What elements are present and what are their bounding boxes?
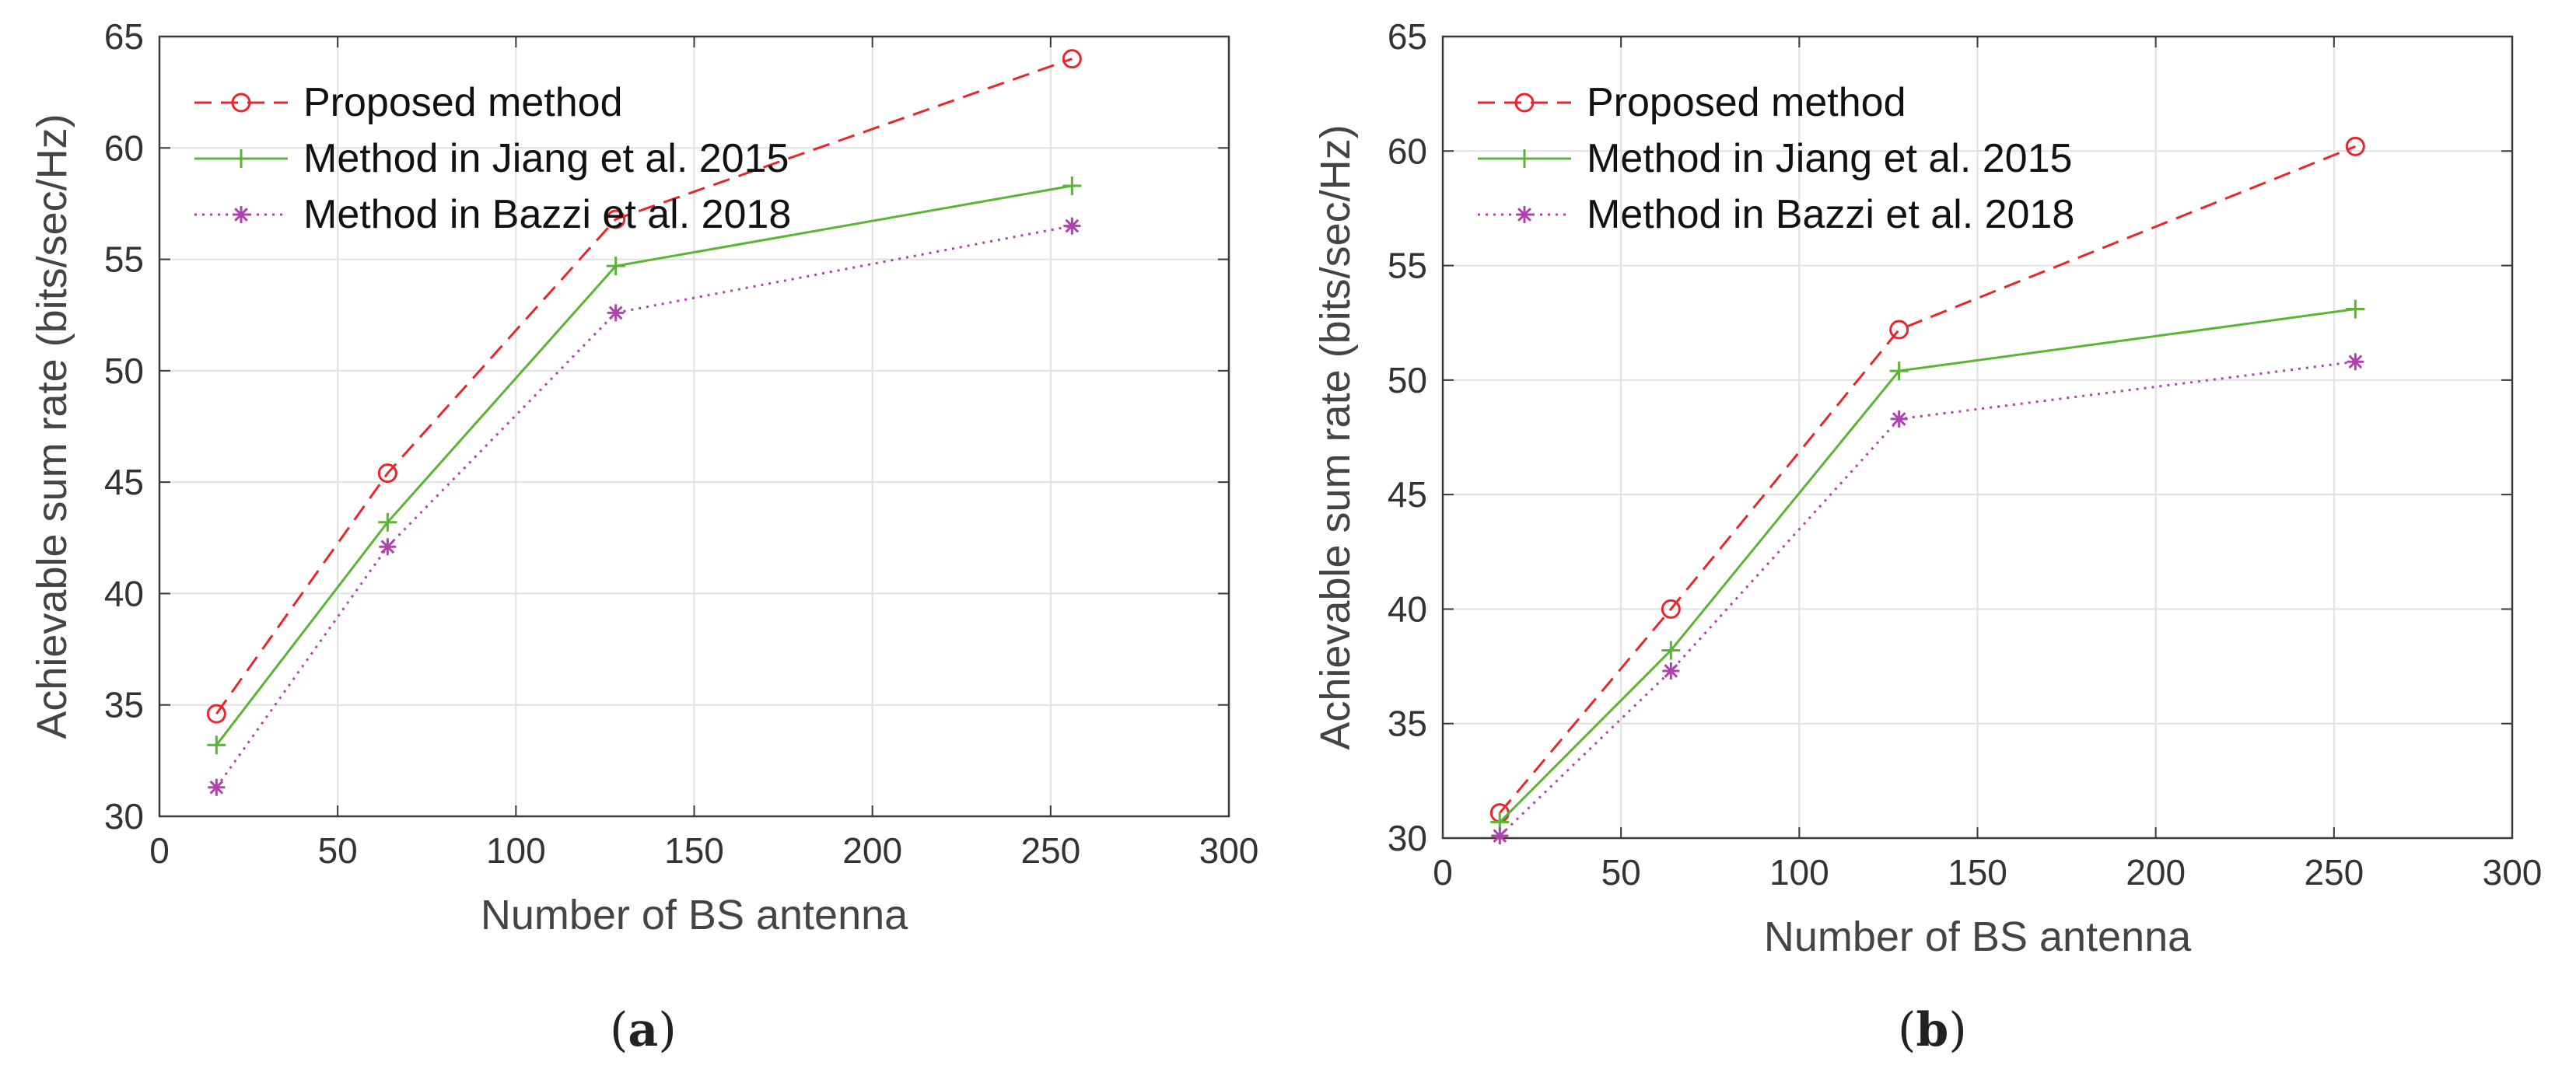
- x-tick-label: 250: [1020, 830, 1080, 871]
- data-point: [208, 778, 226, 796]
- legend-marker: [1516, 206, 1533, 223]
- x-tick-label: 50: [1601, 852, 1641, 893]
- data-point: [1889, 362, 1909, 381]
- x-tick-label: 0: [149, 830, 170, 871]
- data-point: [377, 463, 397, 484]
- x-tick-label: 100: [1769, 852, 1829, 893]
- series-1: [1490, 299, 2365, 832]
- legend-marker: [233, 206, 250, 223]
- data-point: [1661, 641, 1681, 660]
- x-tick-label: 50: [318, 830, 358, 871]
- data-point: [2347, 353, 2364, 371]
- y-tick-label: 45: [1388, 474, 1427, 515]
- chart-b: 0 50 100 150 200 250 300 30 35 40 45 50 55 60 65 Number…: [1312, 16, 2542, 960]
- y-tick-label: 30: [1388, 818, 1427, 858]
- y-tick-label: 55: [1388, 246, 1427, 286]
- x-tick-label: 250: [2304, 852, 2364, 893]
- legend-marker: [1515, 149, 1534, 168]
- y-tick-label: 30: [104, 796, 144, 837]
- y-axis-label: Achievable sum rate (bits/sec/Hz): [29, 114, 75, 739]
- data-point: [606, 257, 625, 276]
- x-tick-label: 150: [664, 830, 724, 871]
- legend-marker: [232, 149, 250, 168]
- data-point: [1062, 49, 1082, 69]
- data-point: [607, 304, 625, 322]
- legend-label: Method in Jiang et al. 2015: [303, 136, 789, 181]
- legend-label: Proposed method: [1587, 80, 1906, 125]
- data-point: [2345, 136, 2365, 156]
- data-point: [1661, 599, 1681, 619]
- x-tick-label: 150: [1948, 852, 2007, 893]
- legend-label: Proposed method: [303, 80, 623, 125]
- y-tick-label: 50: [1388, 360, 1427, 400]
- panel-caption-a-letter: a: [628, 1003, 659, 1057]
- data-point: [1662, 662, 1680, 680]
- x-tick-label: 200: [2126, 852, 2186, 893]
- legend-label: Method in Bazzi et al. 2018: [303, 192, 791, 237]
- series-0: [1489, 136, 2365, 823]
- y-tick-label: 40: [1388, 589, 1427, 629]
- y-tick-label: 35: [104, 685, 144, 725]
- y-tick-label: 40: [104, 573, 144, 613]
- legend: Proposed method Method in Jiang et al. 20…: [194, 80, 791, 237]
- series-2: [208, 217, 1081, 796]
- data-point: [1890, 410, 1908, 428]
- data-point: [379, 538, 397, 556]
- chart-a: 0 50 100 150 200 250 300 30 35 40 45 50 55 60 65 Number…: [29, 16, 1258, 938]
- data-point: [2346, 299, 2365, 319]
- data-point: [1063, 217, 1081, 235]
- y-axis-label: Achievable sum rate (bits/sec/Hz): [1312, 124, 1359, 749]
- series-line: [215, 58, 1073, 715]
- y-tick-label: 65: [1388, 16, 1427, 57]
- data-point: [1889, 320, 1909, 340]
- series-line: [215, 184, 1073, 746]
- y-tick-label: 45: [104, 462, 144, 502]
- legend-label: Method in Bazzi et al. 2018: [1587, 192, 2074, 237]
- data-point: [207, 735, 226, 755]
- series-line: [1499, 360, 2356, 837]
- series-line: [1499, 308, 2356, 823]
- legend-marker: [1514, 93, 1535, 113]
- y-tick-label: 65: [104, 16, 144, 57]
- y-tick-label: 55: [104, 239, 144, 280]
- panel-caption-b: (b): [1898, 1003, 1967, 1057]
- data-point: [378, 512, 397, 532]
- x-axis-label: Number of BS antenna: [1764, 914, 2192, 960]
- legend: Proposed method Method in Jiang et al. 20…: [1478, 80, 2074, 237]
- series-1: [207, 176, 1082, 755]
- series-line: [1499, 145, 2356, 814]
- x-tick-label: 300: [2483, 852, 2543, 893]
- x-tick-label: 100: [486, 830, 546, 871]
- legend-marker: [231, 93, 251, 113]
- series-2: [1491, 353, 2364, 845]
- panel-caption-b-letter: b: [1916, 1003, 1949, 1057]
- series-0: [206, 49, 1082, 724]
- panel-caption-a: (a): [610, 1003, 677, 1057]
- data-point: [1491, 827, 1509, 845]
- x-axis-label: Number of BS antenna: [481, 892, 908, 938]
- x-tick-label: 200: [842, 830, 902, 871]
- data-point: [206, 704, 226, 724]
- legend-label: Method in Jiang et al. 2015: [1587, 136, 2072, 181]
- x-tick-label: 0: [1433, 852, 1453, 893]
- y-tick-label: 35: [1388, 704, 1427, 744]
- y-tick-label: 60: [1388, 131, 1427, 171]
- y-tick-label: 50: [104, 351, 144, 391]
- x-tick-label: 300: [1199, 830, 1259, 871]
- y-tick-label: 60: [104, 128, 144, 168]
- data-point: [606, 209, 626, 229]
- data-point: [1062, 176, 1082, 196]
